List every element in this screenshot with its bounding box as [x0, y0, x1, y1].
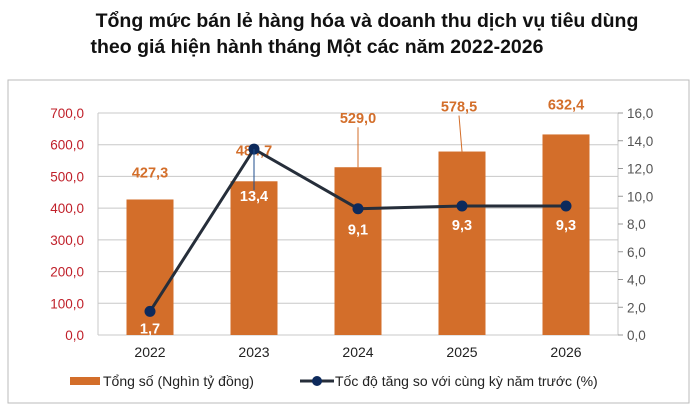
x-axis-tick: 2026: [550, 344, 581, 360]
bar-data-label: 578,5: [441, 100, 477, 116]
left-axis-tick: 0,0: [65, 328, 84, 343]
line-data-label: 9,3: [452, 218, 472, 234]
left-axis-tick: 400,0: [50, 201, 84, 216]
right-axis-tick: 0,0: [627, 328, 646, 343]
bar-data-label: 632,4: [548, 97, 584, 113]
x-axis-tick: 2025: [446, 344, 477, 360]
left-axis-tick: 700,0: [50, 106, 84, 121]
chart-frame: [7, 79, 690, 404]
right-axis-tick: 12,0: [627, 162, 653, 177]
chart-title-line-1: Tổng mức bán lẻ hàng hóa và doanh thu dị…: [95, 10, 639, 32]
line-data-label: 9,3: [556, 218, 576, 234]
right-axis-tick: 2,0: [627, 300, 646, 315]
legend-bar-label: Tổng số (Nghìn tỷ đồng): [103, 373, 254, 389]
left-axis-tick: 600,0: [50, 138, 84, 153]
line-point-2025: [456, 200, 468, 212]
right-axis-tick: 6,0: [627, 245, 646, 260]
legend-bar-swatch: [70, 377, 100, 385]
left-axis-tick: 200,0: [50, 265, 84, 280]
right-axis-tick: 16,0: [627, 106, 653, 121]
right-axis-tick: 4,0: [627, 273, 646, 288]
x-axis-tick: 2023: [238, 344, 269, 360]
right-axis-tick: 14,0: [627, 134, 653, 149]
line-point-2026: [560, 200, 572, 212]
bar-data-label: 529,0: [340, 111, 376, 127]
chart-title-line-2: theo giá hiện hành tháng Một các năm 202…: [90, 36, 544, 58]
bar-2023: [230, 181, 278, 335]
line-data-label: 13,4: [240, 189, 268, 205]
legend-line-label: Tốc độ tăng so với cùng kỳ năm trước (%): [335, 373, 598, 389]
line-point-2022: [144, 305, 156, 317]
x-axis-tick: 2022: [134, 344, 165, 360]
bar-2025: [438, 151, 486, 335]
right-axis-tick: 10,0: [627, 189, 653, 204]
bar-label-leader: [458, 115, 463, 152]
bar-data-label: 427,3: [132, 165, 168, 181]
line-data-label: 9,1: [348, 223, 368, 239]
left-axis-tick: 300,0: [50, 233, 84, 248]
left-axis-tick: 500,0: [50, 169, 84, 184]
bar-2024: [334, 167, 382, 335]
bar-2026: [542, 134, 590, 335]
x-axis-tick: 2024: [342, 344, 373, 360]
legend-line-marker: [312, 376, 322, 386]
line-point-2024: [352, 203, 364, 215]
right-axis-tick: 8,0: [627, 217, 646, 232]
left-axis-tick: 100,0: [50, 296, 84, 311]
line-data-label: 1,7: [140, 321, 160, 337]
